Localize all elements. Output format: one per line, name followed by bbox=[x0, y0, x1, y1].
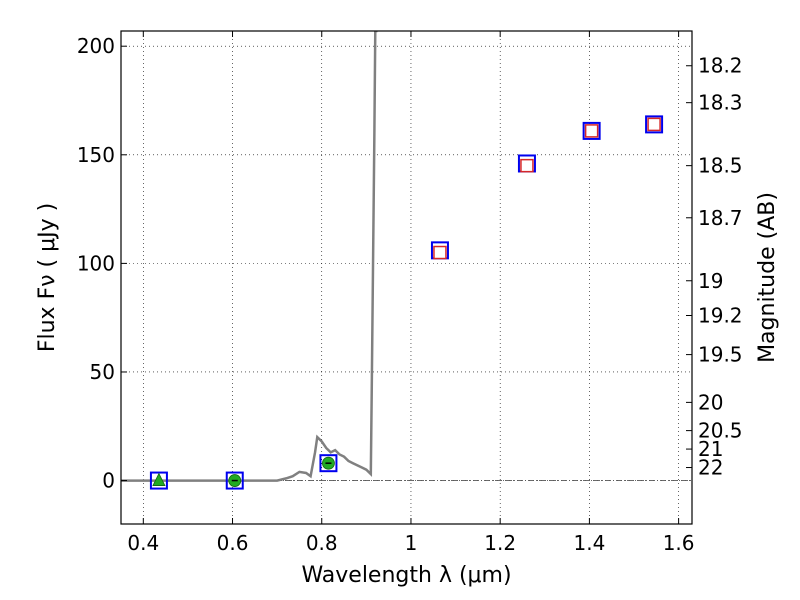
photometry-box-marker bbox=[225, 471, 244, 490]
right-axis-label: Magnitude (AB) bbox=[755, 192, 780, 363]
x-axis-label: Wavelength λ (μm) bbox=[301, 563, 511, 588]
grid bbox=[121, 31, 692, 524]
upper-limit-triangle-marker bbox=[152, 472, 166, 486]
photometry-box-marker bbox=[582, 121, 601, 140]
right-tick-label: 18.5 bbox=[698, 154, 743, 178]
right-tick-label: 20 bbox=[698, 390, 723, 414]
right-tick-label: 18.7 bbox=[698, 206, 743, 230]
x-tick-label: 0.8 bbox=[306, 531, 338, 555]
model-spectrum-line bbox=[121, 31, 378, 482]
photometry-box-marker bbox=[645, 115, 664, 134]
right-tick-label: 20.5 bbox=[698, 419, 743, 443]
right-tick-label: 19.2 bbox=[698, 304, 743, 328]
model-photometry-marker bbox=[520, 158, 534, 173]
right-tick-label: 19 bbox=[698, 269, 723, 293]
photometry-box-marker bbox=[319, 454, 338, 473]
x-tick-label: 1.2 bbox=[484, 531, 516, 555]
right-tick-label: 21 bbox=[698, 437, 723, 461]
right-tick-label: 22 bbox=[698, 456, 723, 480]
x-tick-label: 0.6 bbox=[217, 531, 249, 555]
photometry-box-marker bbox=[149, 471, 168, 490]
x-tick-label: 0.4 bbox=[127, 531, 159, 555]
y-tick-label: 0 bbox=[102, 469, 115, 493]
axis-ticks: 0.4 0.6 0.8 1 1.2 1.4 1.6 0 50 100 150 200 18.2 18.3 1… bbox=[77, 31, 743, 555]
right-tick-label: 18.3 bbox=[698, 91, 743, 115]
model-photometry-marker bbox=[647, 117, 661, 132]
y-tick-label: 150 bbox=[77, 143, 115, 167]
x-tick-label: 1 bbox=[405, 531, 418, 555]
model-photometry-marker bbox=[433, 245, 447, 260]
right-tick-label: 19.5 bbox=[698, 343, 743, 367]
model-photometry-marker bbox=[584, 124, 599, 138]
plot-frame bbox=[120, 30, 693, 525]
y-tick-label: 100 bbox=[77, 251, 115, 275]
y-tick-label: 200 bbox=[77, 34, 115, 58]
data-markers bbox=[149, 115, 664, 490]
x-tick-label: 1.4 bbox=[573, 531, 605, 555]
y-axis-label: Flux Fν ( μJy ) bbox=[35, 203, 60, 352]
x-tick-label: 1.6 bbox=[663, 531, 695, 555]
y-tick-label: 50 bbox=[90, 360, 115, 384]
right-tick-label: 18.2 bbox=[698, 54, 743, 78]
